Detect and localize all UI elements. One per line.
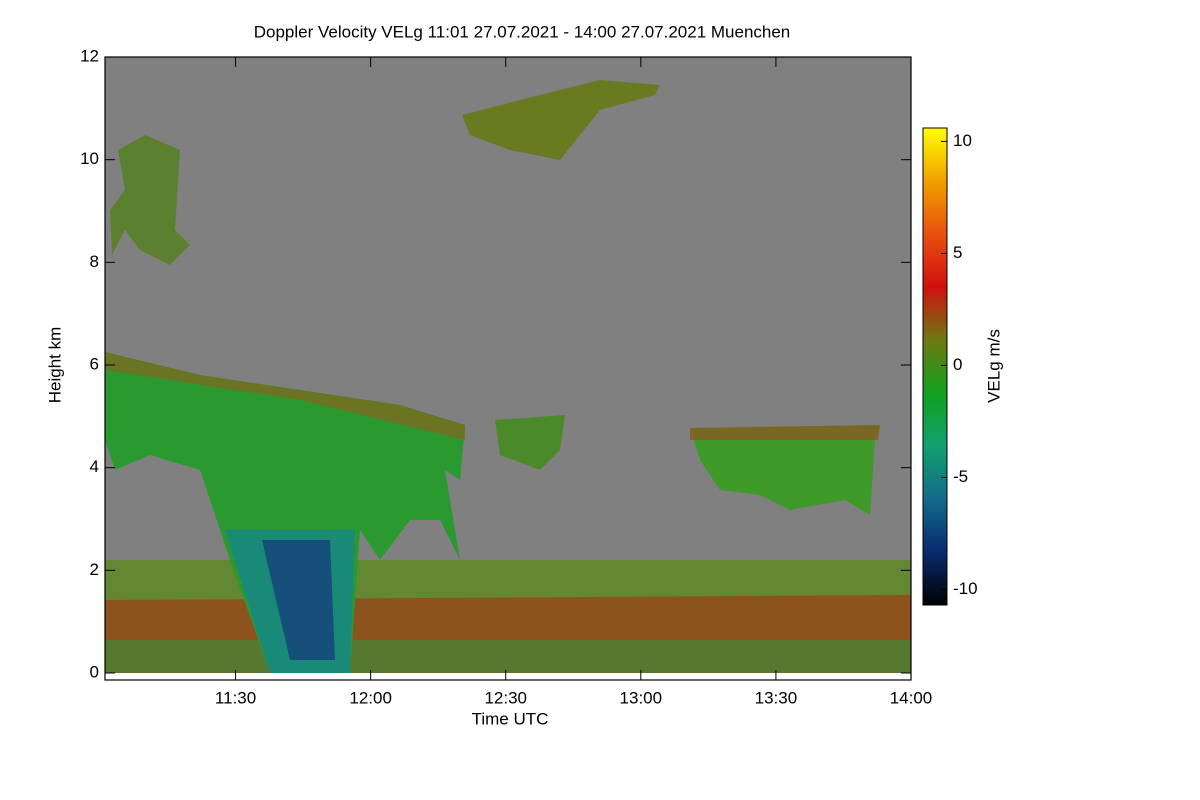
x-tick-label: 11:30 xyxy=(215,688,256,707)
colorbar-tick-label: 5 xyxy=(953,243,962,262)
y-tick-label: 12 xyxy=(80,46,99,65)
x-tick-label: 13:00 xyxy=(620,688,663,707)
colorbar-tick-label: -10 xyxy=(953,579,978,598)
x-tick-label: 14:00 xyxy=(890,688,933,707)
cloud-main xyxy=(105,352,465,673)
colorbar xyxy=(922,127,948,606)
boundary-layer-green xyxy=(105,640,911,673)
y-tick-label: 8 xyxy=(90,252,99,271)
y-tick-label: 4 xyxy=(90,457,99,476)
cloud-mid2 xyxy=(690,425,880,515)
cirrus-1 xyxy=(462,80,660,160)
field xyxy=(105,57,911,673)
colorbar-label: VELg m/s xyxy=(984,329,1003,403)
cloud-mid2-top xyxy=(690,425,880,440)
cirrus-2 xyxy=(110,135,190,265)
y-tick-label: 10 xyxy=(80,149,99,168)
y-axis-label: Height km xyxy=(45,327,64,404)
cloud-top xyxy=(105,352,465,440)
precip-core xyxy=(262,540,335,660)
y-tick-label: 6 xyxy=(90,354,99,373)
colorbar-tick-label: -5 xyxy=(953,467,968,486)
chart-title: Doppler Velocity VELg 11:01 27.07.2021 -… xyxy=(254,22,791,41)
cloud-mid1 xyxy=(495,415,565,470)
y-tick-label: 2 xyxy=(90,560,99,579)
x-tick-label: 12:00 xyxy=(349,688,392,707)
x-tick-label: 12:30 xyxy=(484,688,527,707)
y-tick-label: 0 xyxy=(90,662,99,681)
colorbar-tick-label: 10 xyxy=(953,131,972,150)
colorbar-tick-label: 0 xyxy=(953,355,962,374)
plot-frame xyxy=(104,56,912,681)
x-axis-label: Time UTC xyxy=(472,709,549,728)
x-tick-label: 13:30 xyxy=(755,688,798,707)
